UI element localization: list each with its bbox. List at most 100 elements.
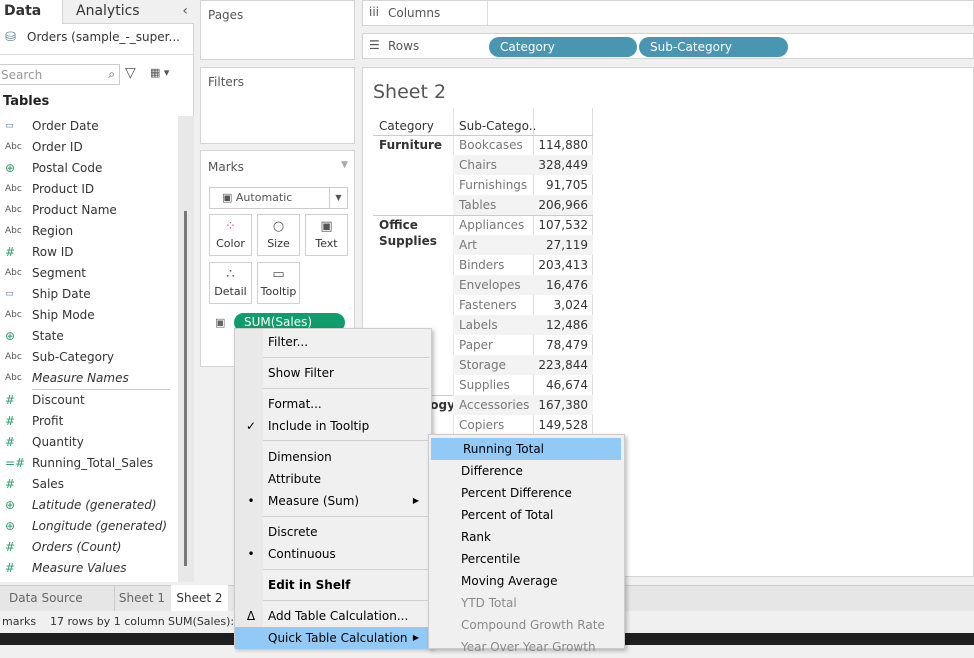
tab-data-source[interactable]: Data Source — [0, 586, 113, 611]
table-row[interactable]: Tables 206,966 — [453, 195, 593, 215]
table-row[interactable]: Labels 12,486 — [453, 315, 593, 335]
submenu-item-compound-growth-rate[interactable]: Compound Growth Rate — [429, 614, 624, 636]
menu-item-dimension[interactable]: Dimension — [235, 446, 431, 468]
header-category[interactable]: Category — [379, 119, 434, 133]
text-button[interactable]: ▣ Text — [305, 214, 348, 256]
category-header[interactable]: Furniture — [379, 138, 443, 152]
columns-shelf[interactable]: iii Columns — [362, 0, 974, 26]
field-item[interactable]: ⊕ Longitude (generated) — [0, 516, 178, 537]
datasource-icon: ⛁ — [5, 30, 16, 45]
table-row[interactable]: Furnishings 91,705 — [453, 175, 593, 195]
table-row[interactable]: Accessories 167,380 — [453, 395, 593, 415]
submenu-item-percent-of-total[interactable]: Percent of Total — [429, 504, 624, 526]
field-item[interactable]: Abc Order ID — [0, 137, 178, 158]
menu-item-continuous[interactable]: Continuous • — [235, 543, 431, 565]
menu-item-label: Moving Average — [461, 574, 558, 588]
search-icon[interactable]: ⌕ — [108, 67, 115, 81]
field-item[interactable]: ▭ Ship Date — [0, 284, 178, 305]
table-row[interactable]: Copiers 149,528 — [453, 415, 593, 435]
table-row[interactable]: Paper 78,479 — [453, 335, 593, 355]
menu-item-measure-sum[interactable]: Measure (Sum) • ▶ — [235, 490, 431, 512]
table-row[interactable]: Storage 223,844 — [453, 355, 593, 375]
filters-card[interactable]: Filters — [200, 67, 355, 144]
category-header[interactable]: Office Supplies — [379, 218, 437, 248]
field-item[interactable]: # Row ID — [0, 242, 178, 263]
menu-item-quick-table-calculation[interactable]: Quick Table Calculation ▶ — [235, 627, 431, 649]
size-button[interactable]: ○ Size — [257, 214, 300, 256]
field-item[interactable]: # Discount — [0, 390, 178, 411]
rows-shelf[interactable]: ☰ Rows Category Sub-Category — [362, 33, 974, 59]
submenu-item-difference[interactable]: Difference — [429, 460, 624, 482]
submenu-item-rank[interactable]: Rank — [429, 526, 624, 548]
submenu-item-percent-difference[interactable]: Percent Difference — [429, 482, 624, 504]
field-item[interactable]: # Profit — [0, 411, 178, 432]
field-item[interactable]: Abc Sub-Category — [0, 347, 178, 368]
table-row[interactable]: Supplies 46,674 — [453, 375, 593, 395]
table-row[interactable]: Chairs 328,449 — [453, 155, 593, 175]
color-button[interactable]: ⁘ Color — [209, 214, 252, 256]
text-icon: ▣ — [320, 219, 333, 234]
scrollbar-thumb[interactable] — [184, 211, 187, 566]
field-item[interactable]: =# Running_Total_Sales — [0, 453, 178, 474]
menu-item-include-in-tooltip[interactable]: Include in Tooltip ✓ — [235, 415, 431, 437]
field-item[interactable]: Abc Ship Mode — [0, 305, 178, 326]
menu-item-attribute[interactable]: Attribute — [235, 468, 431, 490]
field-item[interactable]: Abc Segment — [0, 263, 178, 284]
tooltip-button[interactable]: ▭ Tooltip — [257, 262, 300, 304]
menu-item-discrete[interactable]: Discrete — [235, 521, 431, 543]
submenu-item-running-total[interactable]: Running Total — [431, 438, 621, 460]
tab-analytics[interactable]: Analytics ‹ — [62, 0, 194, 24]
menu-item-edit-in-shelf[interactable]: Edit in Shelf — [235, 574, 431, 596]
field-item[interactable]: ⊕ State — [0, 326, 178, 347]
abc-icon: Abc — [5, 142, 22, 152]
table-row[interactable]: Envelopes 16,476 — [453, 275, 593, 295]
table-row[interactable]: Art 27,119 — [453, 235, 593, 255]
field-item[interactable]: Abc Product Name — [0, 200, 178, 221]
submenu-item-percentile[interactable]: Percentile — [429, 548, 624, 570]
field-item[interactable]: # Quantity — [0, 432, 178, 453]
table-row[interactable]: Appliances 107,532 — [453, 215, 593, 235]
table-row[interactable]: Fasteners 3,024 — [453, 295, 593, 315]
menu-item-format[interactable]: Format... — [235, 393, 431, 415]
menu-item-show-filter[interactable]: Show Filter — [235, 362, 431, 384]
globe-icon: ⊕ — [5, 498, 16, 512]
tab-sheet-2[interactable]: Sheet 2 — [171, 585, 228, 611]
submenu-item-moving-average[interactable]: Moving Average — [429, 570, 624, 592]
table-row[interactable]: Binders 203,413 — [453, 255, 593, 275]
menu-item-filter[interactable]: Filter... — [235, 331, 431, 353]
pages-card[interactable]: Pages — [200, 0, 355, 60]
field-item[interactable]: # Orders (Count) — [0, 537, 178, 558]
filter-icon[interactable]: ▽ — [125, 65, 136, 81]
list-view-icon[interactable]: ▦ ▾ — [150, 66, 170, 79]
field-label: Order Date — [32, 119, 99, 133]
tab-sheet-1[interactable]: Sheet 1 — [114, 586, 169, 611]
chevron-down-icon[interactable]: ▼ — [329, 188, 347, 208]
field-item[interactable]: # Measure Values — [0, 558, 178, 579]
category-pill[interactable]: Category — [489, 37, 637, 57]
calendar-icon: ▭ — [5, 289, 14, 299]
submenu-item-year-over-year-growth[interactable]: Year Over Year Growth — [429, 636, 624, 658]
header-sub-category[interactable]: Sub-Catego.. — [459, 119, 537, 133]
table-row[interactable]: Bookcases 114,880 — [453, 135, 593, 155]
collapse-icon[interactable]: ‹ — [182, 3, 188, 19]
scrollbar-track[interactable] — [178, 116, 194, 582]
marks-menu-icon[interactable]: ▼ — [341, 160, 348, 170]
menu-item-add-table-calculation[interactable]: Add Table Calculation... Δ — [235, 605, 431, 627]
field-item[interactable]: Abc Region — [0, 221, 178, 242]
field-item[interactable]: ⊕ Postal Code — [0, 158, 178, 179]
sub-category-pill[interactable]: Sub-Category — [639, 37, 788, 57]
mark-type-dropdown[interactable]: ▣ Automatic ▼ — [209, 187, 348, 209]
datasource-name[interactable]: Orders (sample_-_super... — [27, 30, 180, 44]
field-item[interactable]: ⊕ Latitude (generated) — [0, 495, 178, 516]
search-input[interactable]: Search ⌕ — [0, 64, 120, 85]
field-item[interactable]: ▭ Order Date — [0, 116, 178, 137]
field-item[interactable]: Abc Measure Names — [0, 368, 178, 389]
detail-button[interactable]: ∴ Detail — [209, 262, 252, 304]
sum-sales-pill[interactable]: SUM(Sales) — [234, 313, 345, 332]
tab-data[interactable]: Data — [0, 0, 62, 24]
menu-item-label: Percent of Total — [461, 508, 554, 522]
submenu-item-ytd-total[interactable]: YTD Total — [429, 592, 624, 614]
field-item[interactable]: Abc Product ID — [0, 179, 178, 200]
status-marks: marks — [2, 615, 37, 628]
field-item[interactable]: # Sales — [0, 474, 178, 495]
